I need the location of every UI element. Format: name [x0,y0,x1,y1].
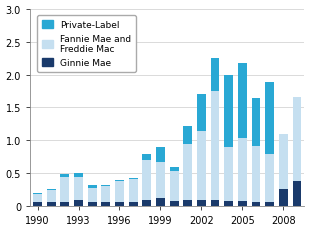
Bar [170,167,179,172]
Bar [170,172,179,201]
Bar [265,155,274,202]
Bar [88,203,97,207]
Bar [238,63,247,139]
Bar [33,193,42,194]
Bar [47,203,56,207]
Bar [129,179,138,202]
Bar [251,202,260,207]
Bar [115,180,124,181]
Bar [251,98,260,146]
Bar [115,202,124,207]
Bar [156,198,165,207]
Bar [60,177,69,202]
Legend: Private-Label, Fannie Mae and
Freddie Mac, Ginnie Mae: Private-Label, Fannie Mae and Freddie Ma… [37,16,135,72]
Bar [197,200,206,207]
Bar [279,189,288,207]
Bar [60,202,69,207]
Bar [156,147,165,162]
Bar [33,194,42,203]
Bar [183,126,192,145]
Bar [265,82,274,155]
Bar [74,178,83,201]
Bar [101,203,110,207]
Bar [88,188,97,203]
Bar [293,97,301,181]
Bar [47,189,56,190]
Bar [251,146,260,202]
Bar [60,174,69,177]
Bar [238,139,247,201]
Bar [142,155,151,161]
Bar [47,190,56,203]
Bar [210,200,219,207]
Bar [183,145,192,201]
Bar [142,161,151,200]
Bar [101,186,110,203]
Bar [183,201,192,207]
Bar [197,131,206,200]
Bar [101,185,110,186]
Bar [210,59,219,92]
Bar [129,178,138,179]
Bar [293,181,301,207]
Bar [265,202,274,207]
Bar [210,92,219,200]
Bar [74,174,83,178]
Bar [279,134,288,189]
Bar [224,147,233,201]
Bar [170,201,179,207]
Bar [33,203,42,207]
Bar [74,201,83,207]
Bar [129,202,138,207]
Bar [224,201,233,207]
Bar [197,95,206,131]
Bar [88,185,97,188]
Bar [142,200,151,207]
Bar [115,181,124,202]
Bar [224,75,233,147]
Bar [156,162,165,198]
Bar [238,201,247,207]
